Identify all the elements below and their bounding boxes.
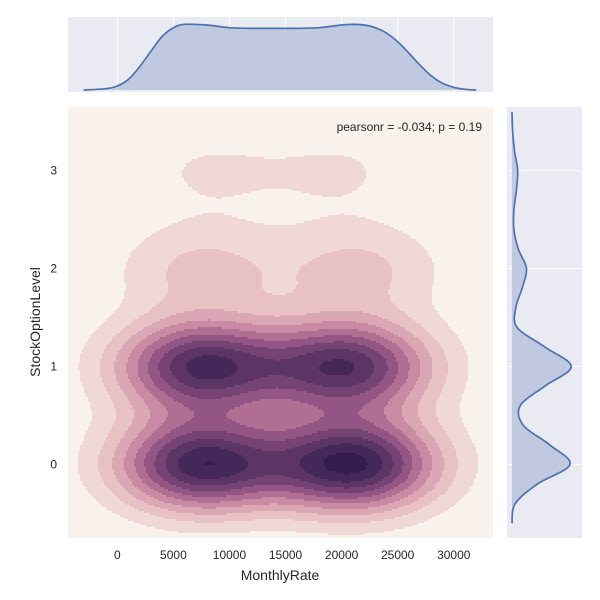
- pearson-annotation: pearsonr = -0.034; p = 0.19: [337, 120, 483, 134]
- x-tick-label: 20000: [325, 548, 359, 562]
- y-tick-label: 2: [50, 262, 57, 276]
- y-axis-label: StockOptionLevel: [27, 267, 43, 377]
- joint-panel: pearsonr = -0.034; p = 0.19: [68, 107, 493, 538]
- y-marginal-density-line: [511, 111, 573, 524]
- x-tick-label: 15000: [269, 548, 303, 562]
- x-tick-label: 5000: [160, 548, 187, 562]
- x-tick-label: 10000: [213, 548, 247, 562]
- y-tick-label: 0: [50, 458, 57, 472]
- y-axis-ticks: 0 1 2 3: [50, 164, 57, 472]
- kde-contour-level: [204, 453, 368, 475]
- y-tick-label: 1: [50, 360, 57, 374]
- x-tick-label: 0: [114, 548, 121, 562]
- kde-contours: [78, 155, 478, 535]
- x-axis-label: MonthlyRate: [241, 567, 320, 583]
- x-tick-label: 25000: [381, 548, 415, 562]
- x-tick-label: 30000: [437, 548, 471, 562]
- top-marginal-panel: [68, 17, 493, 92]
- y-marginal-density-fill: [512, 111, 572, 524]
- x-marginal-density-fill: [83, 24, 477, 91]
- y-tick-label: 3: [50, 164, 57, 178]
- x-axis-ticks: 0 5000 10000 15000 20000 25000 30000: [114, 548, 471, 562]
- right-marginal-panel: [507, 107, 582, 538]
- x-marginal-density-line: [83, 23, 477, 91]
- kde-contour-level: [178, 355, 382, 483]
